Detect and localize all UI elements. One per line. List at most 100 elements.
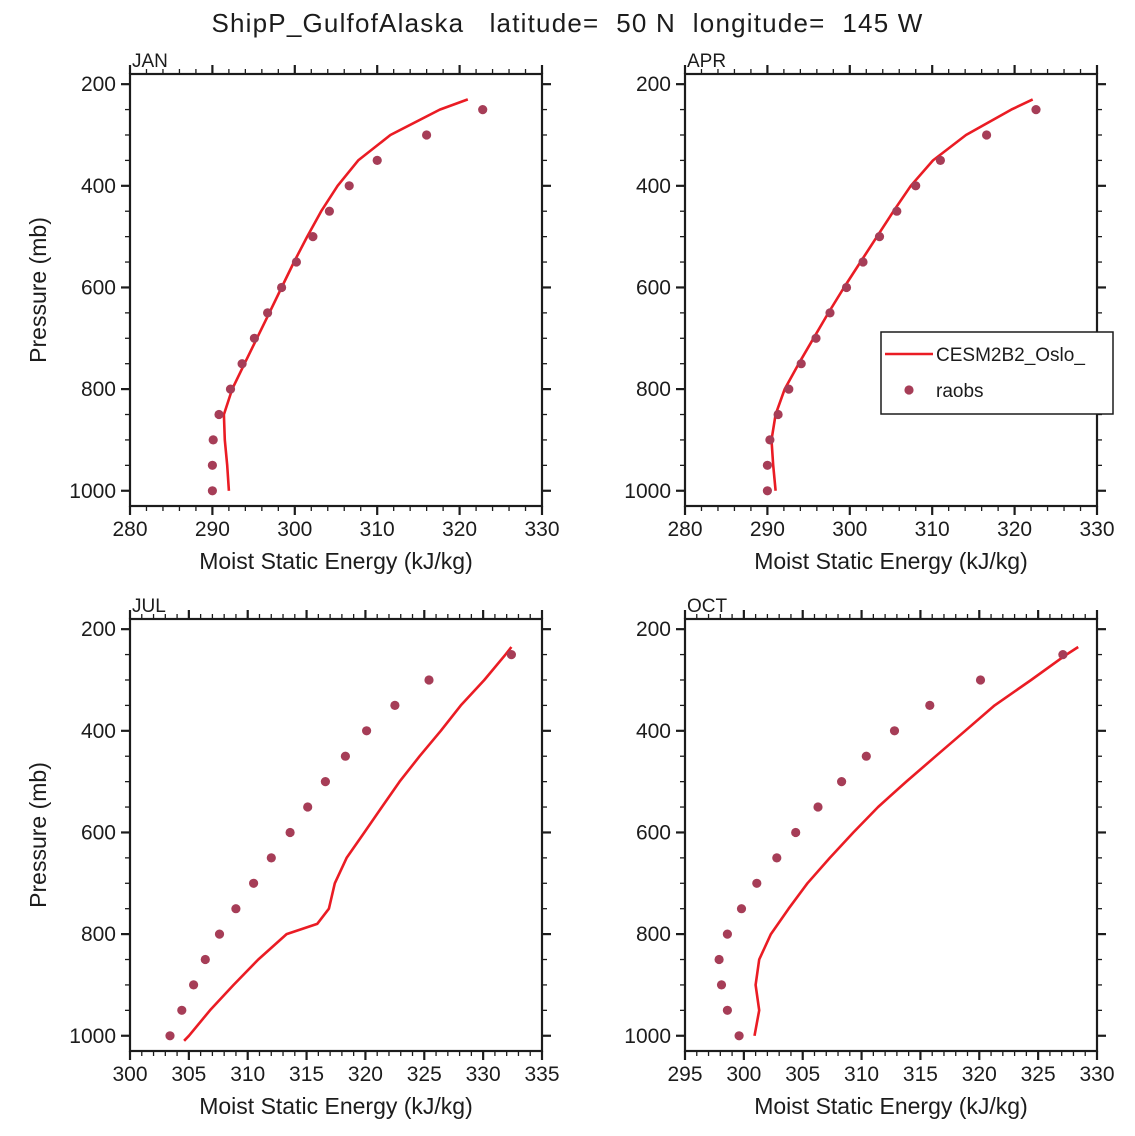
raobs-dot [225,384,236,394]
y-tick-label: 600 [81,276,116,299]
plot-frame [683,617,1099,1053]
raobs-dot [422,130,432,140]
y-tick-label: 400 [81,175,116,198]
raobs-dot [340,751,350,761]
raobs-dot [975,675,986,685]
y-tick-label: 200 [636,618,671,641]
x-tick-label: 310 [230,1063,265,1086]
x-tick-label: 335 [524,1063,559,1086]
y-tick-label: 1000 [624,480,671,503]
x-tick-label: 310 [360,518,395,541]
y-tick-label: 600 [81,821,116,844]
y-tick-label: 1000 [624,1025,671,1048]
raobs-dot [372,155,382,165]
raobs-dot [207,486,217,496]
x-axis-title: Moist Static Energy (kJ/kg) [199,548,473,574]
x-tick-label: 325 [1021,1063,1056,1086]
raobs-dot [772,853,782,863]
raobs-dot [773,409,783,420]
raobs-dot [189,980,199,990]
raobs-dot [277,282,287,293]
y-tick-label: 200 [636,73,671,96]
y-tick-label: 1000 [69,1025,116,1048]
panel-jan: 280 290 300 310 320 330 200 400 600 800 1000 JAN Moi… [12,46,567,591]
x-axis-title: Moist Static Energy (kJ/kg) [199,1093,473,1119]
raobs-dot [320,777,330,787]
x-tick-label: 280 [112,518,147,541]
raobs-dot [303,802,313,812]
raobs-dot [874,232,885,242]
y-axis-title: Pressure (mb) [25,762,51,908]
model-line [222,98,469,491]
month-label: OCT [687,596,728,617]
raobs-dot [1031,105,1041,115]
model-line [753,645,1079,1037]
raobs-dot [263,308,273,318]
raobs-dot [165,1031,175,1041]
x-tick-label: 300 [112,1063,147,1086]
chart-jan: 280 290 300 310 320 330 200 400 600 800 1000 JAN Moi… [25,51,560,574]
month-label: JUL [132,596,166,617]
raobs-dot [935,155,945,165]
x-tick-label: 320 [962,1063,997,1086]
chart-apr: 280 290 300 310 320 330 200 400 600 800 1000 APR Moi… [624,51,1114,574]
raobs-dot [861,751,871,761]
raobs-dot [825,308,835,318]
legend-raobs-label: raobs [936,381,984,402]
x-tick-label: 325 [407,1063,442,1086]
raobs-dot [734,1031,744,1041]
raobs-dot [177,1005,187,1015]
model-line [770,98,1034,491]
legend-model-label: CESM2B2_Oslo_ [936,345,1085,366]
raobs-dot [478,105,488,115]
y-tick-label: 400 [81,720,116,743]
raobs-dot [841,282,852,293]
raobs-dot [214,409,224,420]
x-tick-label: 280 [667,518,702,541]
raobs-dot [925,700,935,710]
y-tick-label: 800 [636,923,671,946]
y-tick-label: 800 [81,378,116,401]
y-axis-title: Pressure (mb) [25,217,51,363]
x-tick-label: 310 [915,518,950,541]
raobs-dot [722,1005,732,1015]
raobs-dot [982,130,992,140]
raobs-dot [237,359,247,369]
y-tick-label: 600 [636,821,671,844]
raobs-dot [291,257,301,267]
x-tick-label: 300 [726,1063,761,1086]
x-tick-label: 290 [750,518,785,541]
chart-jul: 300 305 310 315 320 325 330 335 200 400 600 800 1000… [25,596,560,1119]
x-axis-title: Moist Static Energy (kJ/kg) [754,548,1028,574]
model-line [183,646,513,1042]
raobs-dot [344,181,354,191]
x-tick-label: 330 [466,1063,501,1086]
raobs-dot [762,486,772,496]
raobs-dot [762,460,772,470]
x-tick-label: 330 [1079,518,1114,541]
figure-title: ShipP_GulfofAlaska latitude= 50 N longit… [211,8,924,38]
panel-jul: 300 305 310 315 320 325 330 335 200 400 600 800 1000… [12,591,567,1136]
y-tick-label: 800 [636,378,671,401]
raobs-dot [390,700,400,710]
x-tick-label: 315 [903,1063,938,1086]
raobs-dot [765,435,775,445]
raobs-dot [784,384,794,394]
x-tick-label: 295 [667,1063,702,1086]
raobs-dot [889,726,900,736]
raobs-dot [911,181,921,191]
raobs-dot [249,878,259,888]
raobs-dot [207,460,217,470]
raobs-dot [249,333,259,343]
panel-grid: 280 290 300 310 320 330 200 400 600 800 1000 JAN Moi… [12,46,1122,1136]
x-tick-label: 320 [997,518,1032,541]
raobs-dot [722,929,732,939]
y-tick-label: 200 [81,73,116,96]
raobs-dot [506,650,516,660]
legend-dot-sample [904,385,914,395]
x-tick-label: 310 [844,1063,879,1086]
chart-oct: 295 300 305 310 315 320 325 330 200 400 600 800 1000… [624,596,1114,1119]
raobs-dot [858,257,868,267]
panel-oct: 295 300 305 310 315 320 325 330 200 400 600 800 1000… [567,591,1122,1136]
